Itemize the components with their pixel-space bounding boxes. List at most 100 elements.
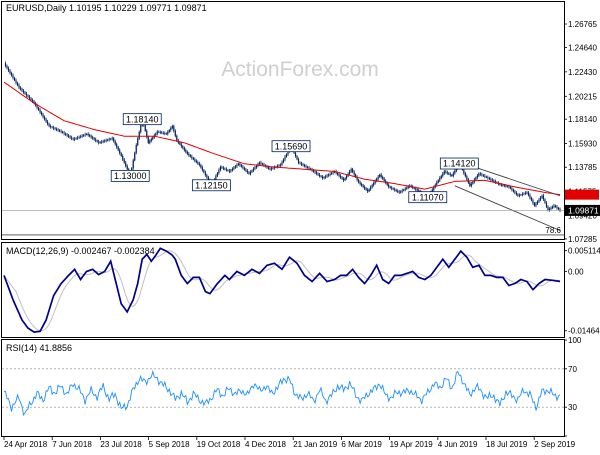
candle-body	[204, 172, 206, 176]
candle-body	[189, 155, 191, 157]
candle-body	[18, 85, 20, 88]
candle-body	[548, 208, 551, 211]
fib-level-label: 78.6	[545, 226, 561, 235]
candle-body	[484, 175, 486, 177]
candle-body	[355, 174, 357, 178]
candle-body	[173, 126, 175, 132]
candle-body	[114, 141, 116, 145]
candle-body	[251, 170, 253, 173]
candle-body	[404, 188, 406, 190]
rsi-y-tick-label: 70	[568, 365, 577, 374]
candle-body	[42, 114, 44, 117]
candle-body	[135, 144, 137, 153]
candle-body	[536, 201, 539, 204]
candle-body	[48, 123, 50, 127]
candle-body	[95, 139, 97, 141]
price-callout-label: 1.13000	[114, 171, 147, 181]
candle-body	[65, 133, 67, 135]
last-price-label: 1.09871	[568, 206, 599, 216]
candle-body	[391, 187, 393, 189]
candle-body	[267, 167, 270, 169]
candle-body	[359, 182, 361, 184]
candle-body	[551, 206, 554, 208]
candle-body	[539, 197, 542, 200]
candle-body	[553, 205, 555, 207]
candle-body	[222, 167, 224, 169]
candle-body	[299, 162, 301, 164]
candle-body	[12, 75, 14, 78]
candle-body	[45, 119, 47, 122]
candle-body	[225, 169, 227, 171]
candle-body	[440, 175, 442, 179]
candle-body	[195, 160, 197, 163]
candle-body	[327, 174, 330, 176]
x-tick-label: 6 Mar 2019	[341, 440, 382, 449]
candle-body	[69, 136, 71, 138]
candle-body	[200, 164, 202, 168]
candle-body	[152, 137, 154, 140]
candle-body	[254, 167, 256, 169]
candle-body	[168, 130, 170, 133]
candle-body	[337, 172, 339, 175]
candle-body	[287, 151, 289, 155]
candle-body	[433, 187, 435, 190]
candle-body	[491, 179, 493, 181]
candle-body	[464, 173, 466, 177]
candle-body	[530, 197, 533, 201]
candle-body	[102, 141, 104, 142]
candle-body	[448, 173, 450, 175]
candle-body	[24, 92, 26, 94]
candle-body	[302, 164, 304, 166]
candle-body	[557, 208, 560, 210]
candle-body	[245, 169, 247, 171]
candle-body	[317, 173, 319, 175]
candle-body	[338, 174, 340, 176]
candle-body	[367, 189, 369, 192]
candle-body	[144, 125, 146, 131]
candle-body	[125, 162, 127, 166]
candle-body	[116, 144, 118, 148]
price-callout-box	[110, 169, 150, 182]
candle-body	[243, 168, 246, 170]
candle-body	[43, 116, 46, 120]
candle-body	[493, 180, 495, 182]
macd-y-tick-label: 0.005114	[568, 247, 600, 256]
candle-body	[332, 172, 334, 174]
candle-body	[4, 63, 7, 66]
candle-body	[182, 146, 184, 149]
candle-body	[389, 186, 391, 188]
candle-body	[413, 187, 415, 189]
candle-body	[485, 176, 487, 178]
candle-body	[505, 185, 507, 187]
candle-body	[326, 175, 328, 177]
candle-body	[28, 96, 31, 99]
candle-body	[388, 184, 390, 187]
candle-body	[482, 175, 484, 176]
candle-body	[185, 150, 187, 152]
axis-layer: 1.26765 1.24640 1.22430 1.20215 1.18140 1.159…	[3, 20, 600, 449]
candle-body	[227, 170, 229, 171]
price-y-tick-label: 1.20215	[568, 92, 597, 101]
candle-body	[341, 177, 343, 179]
candle-body	[282, 159, 285, 163]
candle-body	[31, 99, 34, 102]
candle-body	[81, 135, 83, 137]
candle-body	[370, 187, 372, 190]
candle-body	[108, 139, 110, 140]
candle-body	[318, 174, 321, 176]
rsi-label: RSI(14) 41.8856	[6, 343, 72, 353]
candle-body	[215, 176, 217, 180]
candle-body	[487, 177, 489, 179]
candle-body	[176, 135, 178, 141]
candle-body	[188, 153, 190, 156]
candle-body	[297, 159, 300, 163]
candle-body	[170, 128, 172, 131]
price-callout-box	[439, 157, 479, 170]
candle-body	[201, 167, 203, 170]
candle-body	[237, 163, 240, 166]
candle-body	[490, 178, 492, 180]
candle-body	[80, 136, 82, 138]
candle-body	[554, 205, 557, 207]
macd-main-line	[3, 247, 561, 333]
candle-body	[134, 152, 136, 161]
